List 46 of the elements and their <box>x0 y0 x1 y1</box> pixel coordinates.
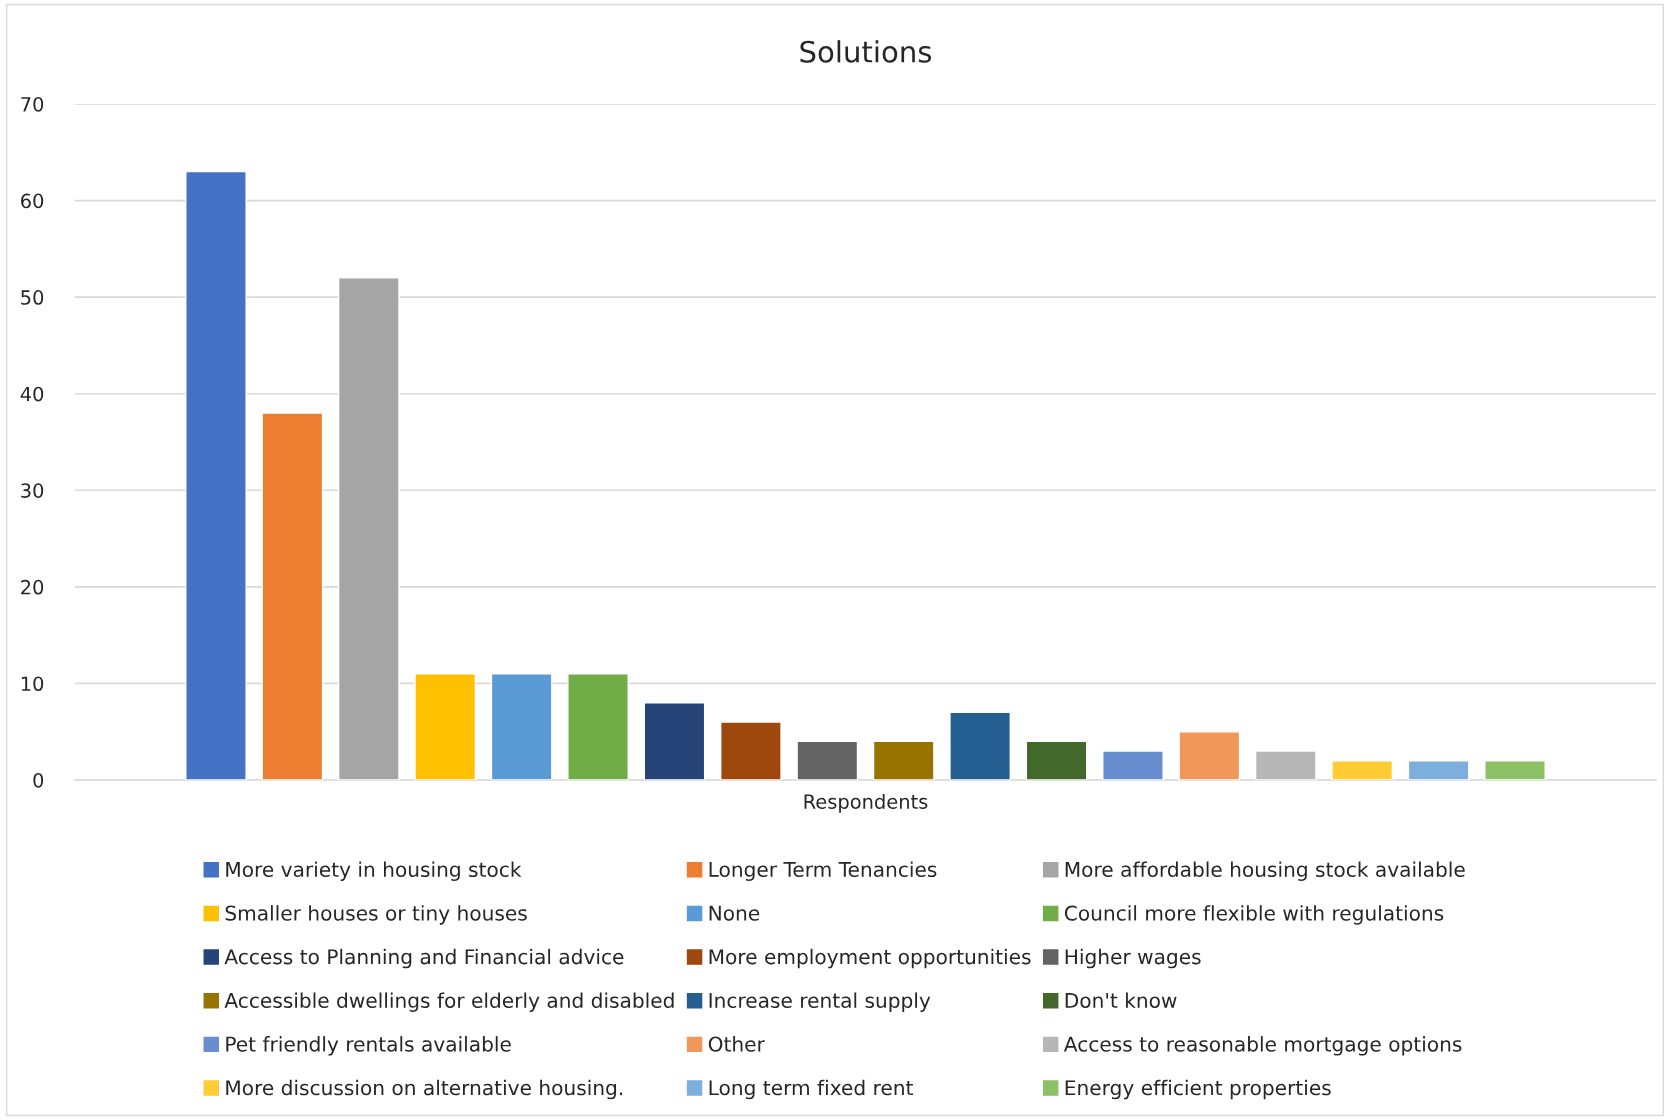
chart-title: Solutions <box>800 40 932 63</box>
legend-label: Long term fixed rent <box>709 1079 913 1100</box>
y-tick-label: 40 <box>20 386 44 402</box>
x-tick-label: Respondents <box>804 793 928 813</box>
bar <box>796 740 859 780</box>
legend-label: Smaller houses or tiny houses <box>225 905 527 925</box>
bar <box>185 170 247 780</box>
y-tick-label: 0 <box>33 772 44 788</box>
y-tick-label: 70 <box>21 96 44 112</box>
y-tick-label: 30 <box>21 483 44 498</box>
bar <box>1484 759 1546 780</box>
legend-label: Access to Planning and Financial advice <box>224 948 624 969</box>
bar <box>1025 740 1088 780</box>
legend-label: Higher wages <box>1065 948 1201 969</box>
bar <box>719 721 782 780</box>
y-tick-label: 50 <box>21 290 44 305</box>
legend-label: More affordable housing stock available <box>1065 861 1465 881</box>
legend-label: Other <box>708 1036 765 1052</box>
legend-label: None <box>709 905 760 921</box>
bar <box>1102 750 1164 780</box>
bar <box>949 711 1012 780</box>
bar <box>261 412 324 780</box>
bar <box>643 702 706 780</box>
legend-label: Accessible dwellings for elderly and disabled <box>224 992 674 1012</box>
bar <box>1407 759 1470 780</box>
bar <box>1254 750 1317 780</box>
bar <box>872 740 935 780</box>
legend-label: More employment opportunities <box>709 948 1031 969</box>
legend-label: Council more flexible with regulations <box>1064 905 1444 925</box>
bar <box>1331 759 1394 780</box>
legend-label: Access to reasonable mortgage options <box>1063 1036 1462 1056</box>
bar <box>490 673 553 780</box>
legend-label: Don't know <box>1065 992 1177 1009</box>
legend-label: Energy efficient properties <box>1065 1079 1331 1100</box>
y-tick-label: 10 <box>21 676 44 692</box>
legend-label: Increase rental supply <box>709 992 931 1012</box>
y-tick-label: 20 <box>21 579 44 595</box>
legend-label: More discussion on alternative housing. <box>226 1079 623 1100</box>
bar <box>567 673 629 780</box>
bar <box>337 277 400 780</box>
bar <box>414 673 477 780</box>
legend-label: Longer Term Tenancies <box>709 861 937 881</box>
y-tick-label: 60 <box>21 193 44 209</box>
legend-label: More variety in housing stock <box>226 861 522 881</box>
legend-label: Pet friendly rentals available <box>226 1036 511 1056</box>
bar <box>1178 731 1241 780</box>
